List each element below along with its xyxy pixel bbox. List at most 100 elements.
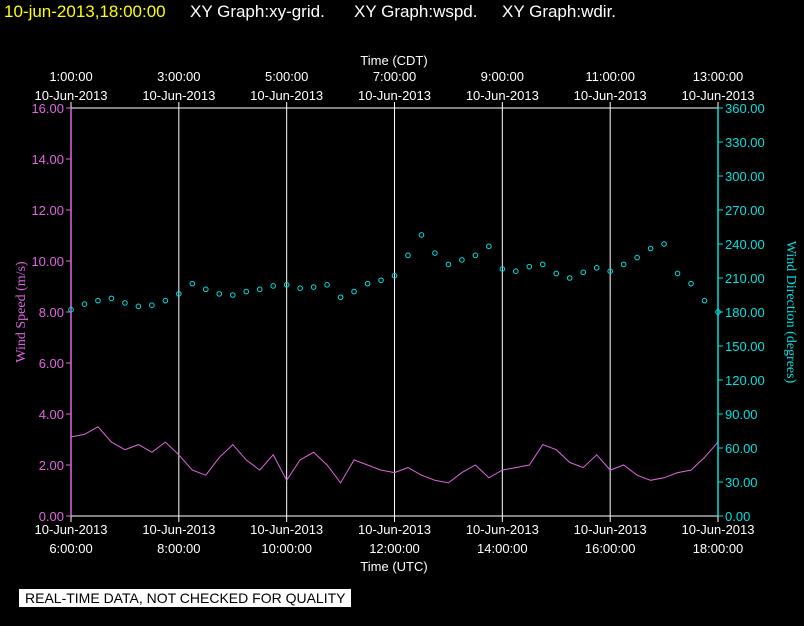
x-top-tick-time: 7:00:00 bbox=[373, 69, 416, 84]
x-top-tick-time: 3:00:00 bbox=[157, 69, 200, 84]
wind-direction-point bbox=[620, 261, 627, 268]
x-bottom-tick-date: 10-Jun-2013 bbox=[250, 522, 323, 537]
wind-direction-point bbox=[539, 261, 546, 268]
y-left-tick-label: 2.00 bbox=[39, 458, 64, 473]
x-bottom-tick-date: 10-Jun-2013 bbox=[682, 522, 755, 537]
x-bottom-tick-time: 16:00:00 bbox=[585, 541, 636, 556]
wind-direction-point bbox=[607, 268, 613, 275]
x-top-tick-time: 9:00:00 bbox=[481, 69, 524, 84]
x-bottom-tick-time: 6:00:00 bbox=[49, 541, 92, 556]
y-right-tick-label: 0.00 bbox=[725, 509, 750, 524]
wind-direction-point bbox=[256, 286, 263, 293]
x-top-tick-date: 10-Jun-2013 bbox=[574, 88, 647, 103]
wind-direction-point bbox=[526, 263, 533, 270]
wind-direction-point bbox=[81, 301, 88, 307]
wind-direction-point bbox=[499, 266, 506, 272]
quality-note: REAL-TIME DATA, NOT CHECKED FOR QUALITY bbox=[19, 589, 352, 607]
wind-direction-point bbox=[216, 291, 223, 297]
wind-direction-point bbox=[701, 297, 708, 304]
x-top-tick-date: 10-Jun-2013 bbox=[466, 88, 539, 103]
x-top-tick-date: 10-Jun-2013 bbox=[682, 88, 755, 103]
wind-direction-point bbox=[553, 270, 560, 277]
x-bottom-tick-time: 14:00:00 bbox=[477, 541, 528, 556]
wind-direction-point bbox=[486, 243, 492, 250]
x-top-tick-date: 10-Jun-2013 bbox=[142, 88, 215, 103]
y-left-axis-label: Wind Speed (m/s) bbox=[14, 261, 29, 363]
wind-direction-point bbox=[364, 280, 371, 287]
x-top-tick-date: 10-Jun-2013 bbox=[250, 88, 323, 103]
y-right-tick-label: 150.00 bbox=[725, 339, 765, 354]
wind-direction-point bbox=[108, 295, 115, 302]
header-graph-grid: XY Graph:xy-grid. bbox=[190, 2, 325, 21]
wind-direction-point bbox=[445, 261, 452, 268]
wind-direction-point bbox=[189, 280, 196, 287]
x-bottom-tick-date: 10-Jun-2013 bbox=[142, 522, 215, 537]
wind-direction-point bbox=[634, 254, 640, 261]
x-bottom-axis-label: Time (UTC) bbox=[360, 559, 427, 574]
wind-direction-point bbox=[593, 265, 600, 271]
wind-direction-point bbox=[229, 292, 236, 298]
y-left-tick-label: 14.00 bbox=[31, 152, 64, 167]
wind-direction-series bbox=[68, 232, 721, 315]
x-top-tick-time: 1:00:00 bbox=[49, 69, 92, 84]
wind-direction-point bbox=[95, 297, 101, 304]
wind-direction-point bbox=[566, 275, 573, 281]
wind-direction-point bbox=[405, 252, 411, 259]
y-left-tick-label: 12.00 bbox=[31, 203, 64, 218]
y-right-tick-label: 330.00 bbox=[725, 135, 765, 150]
x-bottom-tick-time: 8:00:00 bbox=[157, 541, 200, 556]
y-right-tick-label: 120.00 bbox=[725, 373, 765, 388]
y-ticks: 0.00 2.00 4.00 6.00 8.00 10.00 12.00 14.00 16.00… bbox=[31, 101, 764, 524]
x-top-tick-date: 10-Jun-2013 bbox=[35, 88, 108, 103]
y-right-tick-label: 360.00 bbox=[725, 101, 765, 116]
x-ticks: 1:00:00 10-Jun-2013 3:00:00 10-Jun-2013 5:00… bbox=[35, 69, 755, 556]
x-bottom-tick-time: 10:00:00 bbox=[261, 541, 312, 556]
x-bottom-tick-date: 10-Jun-2013 bbox=[574, 522, 647, 537]
y-right-tick-label: 210.00 bbox=[725, 271, 765, 286]
wind-direction-point bbox=[378, 277, 384, 284]
wind-direction-point bbox=[661, 241, 667, 247]
y-right-tick-label: 60.00 bbox=[725, 441, 758, 456]
wind-direction-point bbox=[459, 257, 465, 263]
wind-speed-line bbox=[70, 426, 719, 484]
wind-direction-point bbox=[674, 270, 681, 277]
y-right-axis-label: Wind Direction (degrees) bbox=[783, 241, 798, 384]
wind-direction-point bbox=[243, 288, 250, 295]
wind-direction-point bbox=[418, 232, 425, 238]
wind-direction-point bbox=[580, 269, 587, 276]
wind-direction-point bbox=[432, 250, 438, 256]
y-right-tick-label: 270.00 bbox=[725, 203, 765, 218]
wind-direction-point bbox=[283, 282, 290, 288]
x-top-tick-time: 11:00:00 bbox=[585, 69, 635, 84]
wind-direction-point bbox=[135, 303, 142, 310]
y-right-tick-label: 240.00 bbox=[725, 237, 765, 252]
y-right-tick-label: 90.00 bbox=[725, 407, 758, 422]
wind-direction-point bbox=[337, 294, 344, 301]
header-graph-wspd: XY Graph:wspd. bbox=[354, 2, 477, 21]
x-top-tick-time: 13:00:00 bbox=[693, 69, 744, 84]
wind-direction-point bbox=[391, 272, 398, 279]
wind-direction-point bbox=[149, 302, 155, 309]
wind-direction-point bbox=[122, 300, 128, 306]
x-bottom-tick-date: 10-Jun-2013 bbox=[358, 522, 431, 537]
wind-direction-point bbox=[351, 288, 357, 295]
wind-direction-point bbox=[715, 309, 721, 315]
y-left-tick-label: 0.00 bbox=[39, 509, 64, 524]
header-datetime: 10-jun-2013,18:00:00 bbox=[4, 2, 166, 21]
x-top-tick-date: 10-Jun-2013 bbox=[358, 88, 431, 103]
wind-direction-point bbox=[68, 306, 74, 313]
x-top-tick-time: 5:00:00 bbox=[265, 69, 308, 84]
x-bottom-tick-date: 10-Jun-2013 bbox=[35, 522, 108, 537]
y-left-tick-label: 10.00 bbox=[31, 254, 64, 269]
wind-direction-point bbox=[202, 286, 209, 293]
wind-direction-point bbox=[324, 282, 330, 288]
x-bottom-tick-time: 18:00:00 bbox=[693, 541, 744, 556]
wind-direction-point bbox=[513, 268, 519, 275]
header-graph-wdir: XY Graph:wdir. bbox=[502, 2, 616, 21]
wind-direction-point bbox=[270, 283, 276, 289]
y-left-tick-label: 8.00 bbox=[39, 305, 64, 320]
wind-direction-point bbox=[472, 252, 479, 259]
y-left-tick-label: 16.00 bbox=[31, 101, 64, 116]
y-left-tick-label: 4.00 bbox=[39, 407, 64, 422]
